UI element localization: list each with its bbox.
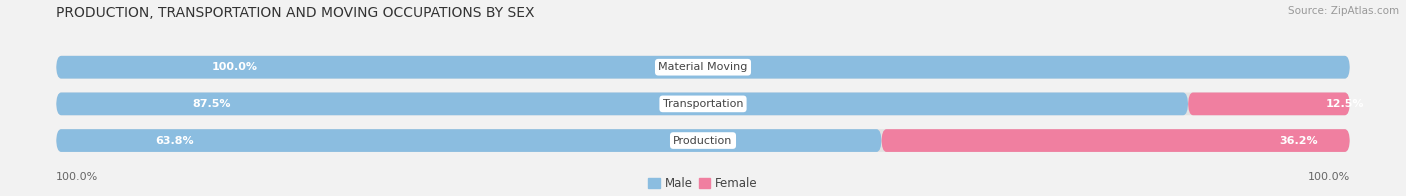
- Text: 36.2%: 36.2%: [1279, 136, 1319, 146]
- FancyBboxPatch shape: [56, 56, 1350, 79]
- FancyBboxPatch shape: [882, 129, 1350, 152]
- Text: PRODUCTION, TRANSPORTATION AND MOVING OCCUPATIONS BY SEX: PRODUCTION, TRANSPORTATION AND MOVING OC…: [56, 6, 534, 20]
- Text: 12.5%: 12.5%: [1326, 99, 1364, 109]
- Text: Material Moving: Material Moving: [658, 62, 748, 72]
- FancyBboxPatch shape: [56, 56, 1350, 79]
- FancyBboxPatch shape: [56, 129, 1350, 152]
- Legend: Male, Female: Male, Female: [648, 177, 758, 190]
- Text: Production: Production: [673, 136, 733, 146]
- Text: 100.0%: 100.0%: [1308, 172, 1350, 182]
- Text: 87.5%: 87.5%: [193, 99, 231, 109]
- FancyBboxPatch shape: [56, 93, 1350, 115]
- Text: Transportation: Transportation: [662, 99, 744, 109]
- FancyBboxPatch shape: [1188, 93, 1350, 115]
- FancyBboxPatch shape: [56, 93, 1188, 115]
- Text: 100.0%: 100.0%: [56, 172, 98, 182]
- Text: 63.8%: 63.8%: [155, 136, 194, 146]
- Text: 100.0%: 100.0%: [211, 62, 257, 72]
- FancyBboxPatch shape: [56, 129, 882, 152]
- Text: Source: ZipAtlas.com: Source: ZipAtlas.com: [1288, 6, 1399, 16]
